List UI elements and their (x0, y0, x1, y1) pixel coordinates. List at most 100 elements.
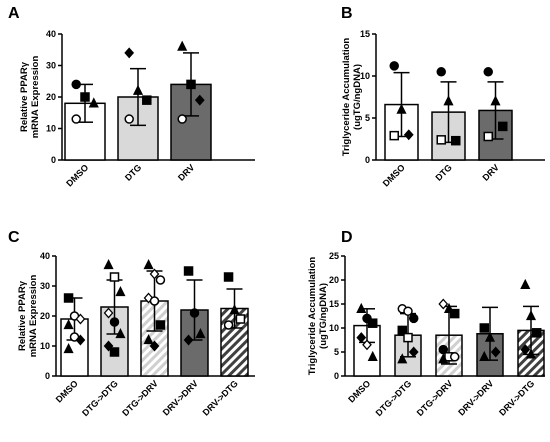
diamond-marker (403, 129, 414, 141)
open-circle-marker (449, 352, 460, 362)
open-circle-marker (149, 296, 160, 306)
triangle-marker (132, 84, 144, 95)
square-marker (531, 328, 542, 338)
triangle-marker (63, 319, 74, 330)
triangle-marker (396, 103, 407, 114)
category-label: DRV->DTG (201, 378, 240, 417)
square-marker (367, 318, 378, 328)
open-diamond-marker (438, 298, 449, 310)
triangle-marker (88, 97, 99, 108)
y-tick-label: 0 (45, 371, 50, 381)
circle-marker (389, 61, 399, 71)
y-tick-label: 25 (329, 251, 339, 261)
y-tick-label: 5 (365, 113, 370, 123)
triangle-marker (520, 278, 531, 289)
open-square-marker (389, 130, 399, 141)
diamond-marker (75, 334, 86, 346)
panel-label: C (8, 229, 20, 246)
open-circle-marker (223, 320, 234, 330)
y-tick-label: 20 (46, 92, 56, 102)
y-tick-label: 20 (40, 311, 50, 321)
circle-marker (71, 79, 81, 90)
category-label: DTG->DRV (415, 378, 455, 418)
square-marker (142, 95, 152, 105)
square-marker (186, 79, 196, 90)
triangle-marker (115, 328, 126, 339)
y-tick-label: 0 (365, 155, 370, 165)
diamond-marker (194, 94, 205, 106)
panel-label: D (341, 229, 353, 246)
diamond-marker (124, 47, 135, 59)
triangle-marker (479, 350, 490, 361)
open-square-marker (403, 332, 413, 343)
triangle-marker (490, 95, 501, 106)
triangle-marker (177, 40, 188, 51)
triangle-marker (143, 334, 154, 345)
triangle-marker (525, 310, 537, 321)
diamond-marker (149, 340, 160, 352)
circle-marker (408, 313, 419, 324)
diamond-marker (520, 344, 531, 356)
diamond-marker (408, 346, 419, 358)
y-tick-label: 10 (360, 71, 370, 81)
open-diamond-marker (103, 307, 114, 319)
y-axis-label-line: (ugTG/ngDNA) (352, 64, 363, 130)
y-tick-label: 10 (46, 124, 56, 134)
circle-marker (483, 67, 493, 77)
category-label: DRV (176, 162, 196, 182)
y-axis-label: Triglyceride Accumulation(ugTG/ngDNA) (307, 257, 329, 376)
y-axis-label: Triglyceride Accumulation(ugTG/ngDNA) (341, 38, 363, 157)
category-label: DMSO (54, 378, 80, 404)
triangle-marker (115, 286, 126, 297)
circle-marker (436, 67, 446, 77)
y-axis-label: Relative PPARγmRNA Expression (17, 275, 39, 358)
y-tick-label: 15 (360, 29, 370, 39)
category-label: DTG->DTG (80, 378, 120, 418)
panel-label: B (341, 5, 353, 22)
open-square-marker (109, 272, 120, 282)
square-marker (63, 293, 74, 303)
open-circle-marker (403, 306, 413, 316)
circle-marker (109, 317, 120, 327)
category-label: DRV (481, 162, 501, 182)
y-tick-label: 40 (40, 251, 50, 261)
category-label: DTG->DTG (374, 378, 414, 418)
open-square-marker (235, 314, 246, 324)
y-axis-label-line: mRNA Expression (28, 275, 39, 358)
chart-a: 0 10 20 30 40 Relative PPARγmRNA Expression DM… (19, 29, 255, 189)
y-tick-label: 10 (40, 341, 50, 351)
diamond-marker (183, 334, 194, 346)
category-label: DRV->DRV (161, 378, 200, 417)
square-marker (498, 121, 508, 132)
triangle-marker (143, 259, 154, 270)
square-marker (451, 135, 461, 146)
y-axis-label-line: Triglyceride Accumulation (307, 257, 318, 376)
y-tick-label: 30 (46, 61, 56, 71)
triangle-marker (438, 353, 449, 364)
triangle-marker (63, 343, 74, 354)
y-tick-label: 15 (329, 299, 339, 309)
y-axis-label-line: (ugTG/ngDNA) (318, 283, 329, 349)
square-marker (223, 272, 234, 282)
y-axis-label-line: mRNA Expression (30, 56, 41, 139)
triangle-marker (443, 95, 454, 106)
open-circle-marker (155, 275, 166, 285)
square-marker (80, 92, 90, 102)
square-marker (449, 308, 460, 319)
open-diamond-marker (362, 339, 372, 351)
triangle-marker (397, 353, 408, 364)
y-tick-label: 30 (40, 281, 50, 291)
triangle-marker (103, 259, 114, 270)
y-axis-label: Relative PPARγmRNA Expression (19, 56, 41, 139)
open-diamond-marker (75, 313, 86, 325)
y-axis-label-line: Relative PPARγ (19, 61, 30, 132)
y-tick-label: 20 (329, 275, 339, 285)
triangle-marker (356, 302, 367, 313)
category-label: DMSO (346, 378, 372, 404)
triangle-marker (229, 304, 240, 315)
category-label: DTG->DRV (120, 378, 160, 418)
y-tick-label: 10 (329, 323, 339, 333)
y-tick-label: 0 (51, 155, 56, 165)
